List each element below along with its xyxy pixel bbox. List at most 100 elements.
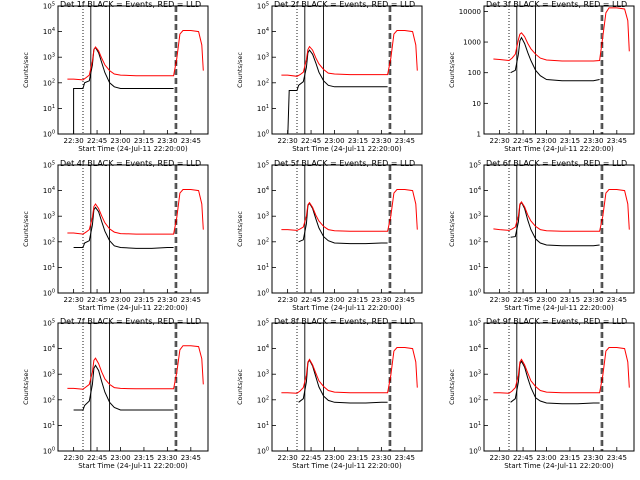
y-tick-label: 105 (43, 2, 55, 11)
lld-series-line (493, 347, 630, 394)
x-tick-label: 23:15 (348, 296, 368, 304)
y-tick-label: 101 (469, 421, 481, 430)
y-axis-label: Counts/sec (236, 52, 244, 88)
x-tick-label: 23:30 (371, 296, 391, 304)
y-tick-label: 104 (43, 186, 55, 195)
y-tick-label: 102 (257, 78, 269, 87)
y-tick-label: 102 (257, 395, 269, 404)
plot-data (67, 30, 204, 134)
lld-series-line (281, 30, 418, 77)
plot-title: Det 9f BLACK = Events, RED = LLD (486, 317, 627, 326)
x-tick-label: 23:30 (157, 454, 177, 462)
y-tick-label: 105 (469, 319, 481, 328)
detector-panel: Det 7f BLACK = Events, RED = LLD 100 101 10… (22, 317, 209, 470)
y-tick-label: 102 (469, 395, 481, 404)
y-tick-label: 105 (257, 2, 269, 11)
x-tick-label: 23:45 (395, 137, 415, 145)
y-tick-label: 104 (43, 344, 55, 353)
x-tick-label: 23:15 (134, 296, 154, 304)
lld-series-line (67, 345, 204, 390)
y-tick-label: 105 (257, 161, 269, 170)
plot-frame (57, 5, 209, 135)
y-tick-label: 103 (43, 370, 55, 379)
x-tick-label: 22:45 (301, 137, 321, 145)
plot-frame (271, 164, 423, 294)
x-tick-label: 22:30 (278, 454, 298, 462)
x-tick-label: 23:00 (110, 296, 130, 304)
y-tick-label: 105 (43, 319, 55, 328)
y-axis-label: Counts/sec (236, 369, 244, 405)
detector-panel: Det 5f BLACK = Events, RED = LLD 100 101 10… (236, 159, 423, 312)
y-tick-label: 100 (257, 289, 269, 298)
x-tick-label: 23:30 (583, 137, 603, 145)
y-tick-label: 104 (43, 27, 55, 36)
y-tick-label: 104 (469, 344, 481, 353)
x-tick-label: 23:15 (560, 137, 580, 145)
plot-title: Det 6f BLACK = Events, RED = LLD (486, 159, 627, 168)
x-tick-label: 22:30 (278, 137, 298, 145)
x-axis-label: Start Time (24-Jul-11 22:20:00) (292, 304, 402, 312)
y-tick-label: 104 (469, 186, 481, 195)
events-series-line (510, 201, 600, 247)
plot-data (493, 7, 630, 82)
y-tick-label: 101 (257, 421, 269, 430)
x-tick-label: 22:30 (490, 296, 510, 304)
plot-data (67, 189, 204, 249)
x-axis-label: Start Time (24-Jul-11 22:20:00) (78, 145, 188, 153)
y-tick-label: 102 (43, 78, 55, 87)
plot-frame (271, 5, 423, 135)
events-series-line (287, 49, 388, 134)
x-tick-label: 23:30 (157, 137, 177, 145)
x-tick-label: 23:00 (536, 296, 556, 304)
plot-frame (483, 164, 635, 294)
y-tick-label: 100 (469, 289, 481, 298)
x-tick-label: 23:45 (395, 296, 415, 304)
plot-frame (57, 322, 209, 452)
detector-panel: Det 9f BLACK = Events, RED = LLD 100 101 10… (448, 317, 635, 470)
lld-series-line (493, 189, 630, 232)
x-tick-label: 23:30 (583, 296, 603, 304)
y-tick-label: 100 (43, 289, 55, 298)
lld-series-line (67, 189, 204, 235)
x-tick-label: 22:45 (87, 454, 107, 462)
x-tick-label: 23:45 (607, 454, 627, 462)
x-tick-label: 22:30 (490, 137, 510, 145)
y-tick-label: 102 (43, 237, 55, 246)
x-tick-label: 23:15 (134, 454, 154, 462)
y-tick-label: 100 (469, 447, 481, 456)
plot-title: Det 4f BLACK = Events, RED = LLD (60, 159, 201, 168)
x-tick-label: 23:45 (181, 454, 201, 462)
y-tick-label: 104 (257, 344, 269, 353)
x-tick-label: 23:00 (536, 454, 556, 462)
x-axis-label: Start Time (24-Jul-11 22:20:00) (504, 462, 614, 470)
y-tick-label: 1000 (463, 39, 481, 47)
x-tick-label: 23:30 (371, 137, 391, 145)
plot-data (281, 347, 418, 404)
x-tick-label: 23:00 (324, 454, 344, 462)
y-tick-label: 100 (468, 69, 481, 77)
events-series-line (73, 364, 174, 411)
x-tick-label: 22:30 (64, 296, 84, 304)
x-tick-label: 22:45 (301, 296, 321, 304)
y-tick-label: 102 (43, 395, 55, 404)
events-series-line (510, 360, 600, 405)
y-tick-label: 10000 (459, 8, 481, 16)
y-tick-label: 100 (43, 130, 55, 139)
y-tick-label: 101 (43, 104, 55, 113)
y-tick-label: 101 (257, 104, 269, 113)
x-tick-label: 22:30 (278, 296, 298, 304)
y-axis-label: Counts/sec (22, 211, 30, 247)
y-axis-label: Counts/sec (448, 211, 456, 247)
plot-title: Det 5f BLACK = Events, RED = LLD (274, 159, 415, 168)
y-tick-label: 103 (43, 53, 55, 62)
x-tick-label: 23:30 (583, 454, 603, 462)
y-tick-label: 102 (469, 237, 481, 246)
y-tick-label: 101 (43, 421, 55, 430)
y-tick-label: 103 (43, 212, 55, 221)
y-tick-label: 101 (469, 263, 481, 272)
events-series-line (298, 202, 388, 245)
x-axis-label: Start Time (24-Jul-11 22:20:00) (292, 145, 402, 153)
x-tick-label: 22:30 (64, 137, 84, 145)
x-tick-label: 23:30 (157, 296, 177, 304)
